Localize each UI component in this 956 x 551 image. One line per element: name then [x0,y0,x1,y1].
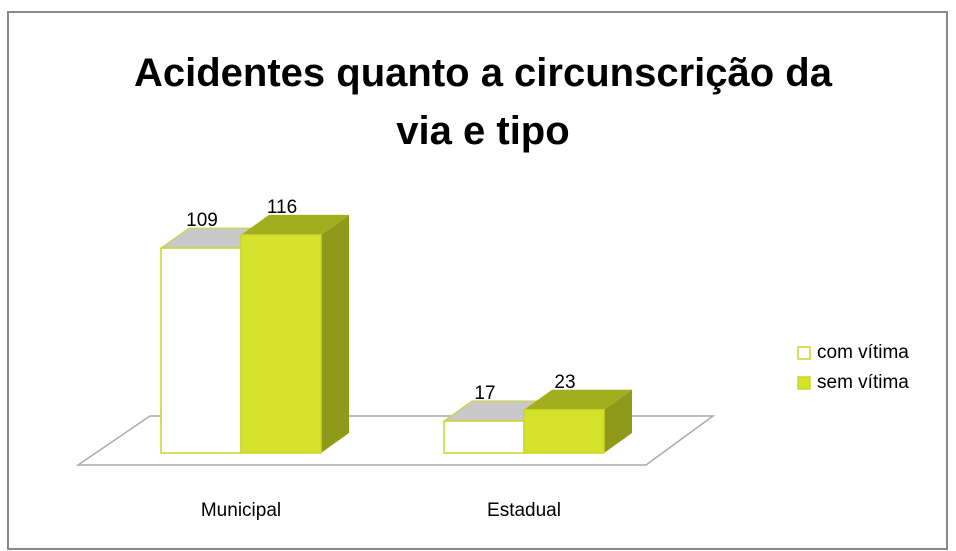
data-label: 23 [554,372,575,393]
data-label: 116 [267,197,297,218]
bar-top [524,389,632,410]
bar [240,234,322,454]
bar-top [241,214,349,235]
x-tick-label: Estadual [487,500,561,521]
legend-label: com vítima [817,342,909,363]
data-label: 17 [474,383,495,404]
bar-side [604,389,632,453]
bar [443,420,525,454]
legend-swatch [797,346,811,360]
legend-label: sem vítima [817,372,909,393]
chart-title: Acidentes quanto a circunscrição da via … [134,51,832,153]
bar [160,247,242,454]
chart-border [7,11,948,550]
legend-swatch [797,376,811,390]
x-tick-label: Municipal [201,500,281,521]
bar [523,409,605,454]
data-label: 109 [186,210,218,231]
bar-side [321,214,349,453]
